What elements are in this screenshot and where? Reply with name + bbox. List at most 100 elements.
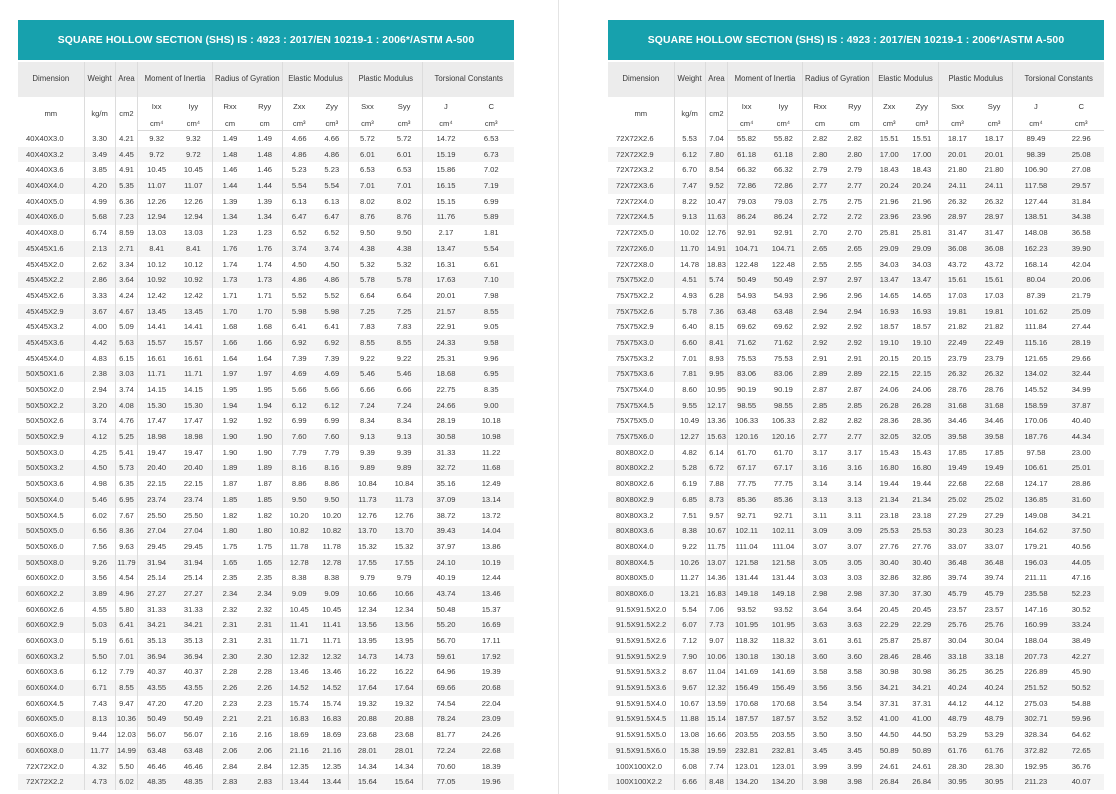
table-cell: 9.79 bbox=[348, 570, 386, 586]
header-plastic-modulus: Plastic Modulus bbox=[938, 62, 1013, 97]
cell-dimension: 60X60X8.0 bbox=[18, 742, 85, 759]
table-cell: 7.02 bbox=[468, 162, 514, 179]
cell-dimension: 50X50X1.6 bbox=[18, 366, 85, 382]
table-cell: 30.95 bbox=[938, 774, 976, 790]
table-cell: 8.16 bbox=[315, 460, 349, 477]
table-cell: 23.68 bbox=[385, 727, 423, 743]
cell-dimension: 80X80X2.9 bbox=[608, 491, 675, 508]
table-cell: 20.06 bbox=[1058, 272, 1104, 288]
table-cell: 2.23 bbox=[211, 695, 248, 712]
table-cell: 188.04 bbox=[1012, 633, 1059, 649]
table-cell: 19.32 bbox=[348, 695, 386, 712]
table-cell: 25.02 bbox=[975, 491, 1013, 508]
table-row: 50X50X4.5 6.02 7.67 25.50 25.50 1.82 1.82 10.20… bbox=[18, 507, 514, 524]
table-cell: 2.31 bbox=[247, 617, 283, 633]
table-cell: 10.36 bbox=[114, 711, 138, 728]
cell-dimension: 40X40X5.0 bbox=[18, 193, 85, 210]
table-cell: 3.85 bbox=[83, 162, 116, 179]
table-cell: 54.93 bbox=[765, 287, 803, 304]
table-cell: 20.40 bbox=[175, 460, 213, 477]
table-cell: 3.60 bbox=[837, 648, 873, 665]
table-cell: 5.09 bbox=[114, 319, 138, 335]
table-cell: 10.45 bbox=[315, 601, 349, 618]
table-cell: 131.44 bbox=[765, 570, 803, 586]
table-cell: 5.78 bbox=[673, 303, 706, 320]
table-cell: 15.51 bbox=[871, 130, 906, 147]
table-cell: 11.41 bbox=[315, 617, 349, 633]
table-cell: 22.68 bbox=[468, 742, 514, 759]
table-row: 91.5X91.5X5.0 13.08 16.66 203.55 203.55 3.50 3… bbox=[608, 727, 1104, 743]
cell-dimension: 40X40X6.0 bbox=[18, 209, 85, 226]
header-unit-kgm: kg/m bbox=[673, 97, 706, 131]
table-cell: 158.59 bbox=[1012, 397, 1059, 414]
table-cell: 13.46 bbox=[315, 664, 349, 681]
table-cell: 17.00 bbox=[871, 146, 906, 163]
table-cell: 52.23 bbox=[1058, 585, 1104, 602]
table-cell: 43.72 bbox=[938, 256, 976, 273]
table-cell: 21.96 bbox=[905, 193, 939, 210]
table-cell: 17.47 bbox=[175, 413, 213, 430]
table-cell: 6.92 bbox=[315, 334, 349, 351]
table-cell: 47.20 bbox=[137, 695, 175, 712]
table-cell: 36.94 bbox=[137, 648, 175, 665]
table-cell: 9.39 bbox=[348, 444, 386, 461]
cell-dimension: 75X75X4.5 bbox=[608, 397, 675, 414]
table-cell: 17.55 bbox=[348, 554, 386, 571]
table-cell: 4.54 bbox=[114, 570, 138, 586]
cell-dimension: 50X50X3.2 bbox=[18, 460, 85, 477]
table-cell: 31.47 bbox=[938, 225, 976, 241]
table-cell: 31.94 bbox=[175, 554, 213, 571]
table-cell: 66.32 bbox=[727, 162, 765, 179]
table-cell: 14.52 bbox=[281, 680, 316, 696]
table-cell: 2.87 bbox=[801, 382, 838, 398]
table-cell: 3.58 bbox=[837, 664, 873, 681]
table-cell: 10.82 bbox=[315, 523, 349, 539]
header-area: Area bbox=[114, 62, 138, 97]
table-cell: 22.29 bbox=[871, 617, 906, 633]
table-cell: 18.98 bbox=[175, 429, 213, 445]
table-cell: 2.91 bbox=[837, 350, 873, 367]
table-cell: 1.74 bbox=[211, 256, 248, 273]
header-symbol-zyy: Zyy bbox=[905, 97, 939, 117]
table-cell: 31.33 bbox=[422, 444, 469, 461]
table-cell: 7.88 bbox=[704, 476, 728, 492]
table-cell: 1.48 bbox=[211, 146, 248, 163]
table-cell: 13.14 bbox=[468, 491, 514, 508]
table-cell: 4.86 bbox=[281, 146, 316, 163]
table-cell: 14.72 bbox=[422, 130, 469, 147]
table-cell: 6.92 bbox=[281, 334, 316, 351]
table-cell: 6.01 bbox=[348, 146, 386, 163]
table-cell: 9.95 bbox=[704, 366, 728, 382]
table-cell: 3.74 bbox=[114, 382, 138, 398]
table-cell: 4.08 bbox=[114, 397, 138, 414]
table-cell: 71.62 bbox=[765, 334, 803, 351]
cell-dimension: 72X72X2.6 bbox=[608, 130, 675, 147]
table-cell: 9.26 bbox=[83, 554, 116, 571]
table-cell: 7.01 bbox=[673, 350, 706, 367]
table-row: 40X40X3.6 3.85 4.91 10.45 10.45 1.46 1.46 5.23 5… bbox=[18, 162, 514, 179]
table-cell: 43.55 bbox=[175, 680, 213, 696]
cell-dimension: 60X60X4.0 bbox=[18, 680, 85, 696]
table-row: 50X50X2.9 4.12 5.25 18.98 18.98 1.90 1.90 7.60 7… bbox=[18, 429, 514, 445]
header-unit-cm3: cm³ bbox=[975, 117, 1013, 131]
table-cell: 3.98 bbox=[837, 774, 873, 790]
header-weight: Weight bbox=[673, 62, 706, 97]
table-row: 80X80X5.0 11.27 14.36 131.44 131.44 3.03 3.03 3… bbox=[608, 570, 1104, 586]
table-cell: 9.63 bbox=[114, 538, 138, 555]
cell-dimension: 75X75X6.0 bbox=[608, 429, 675, 445]
header-symbol-c: C bbox=[468, 97, 514, 117]
table-cell: 5.73 bbox=[114, 460, 138, 477]
table-cell: 15.64 bbox=[348, 774, 386, 790]
header-unit-cm4: cm⁴ bbox=[765, 117, 803, 131]
table-row: 91.5X91.5X2.6 7.12 9.07 118.32 118.32 3.61 3.6… bbox=[608, 633, 1104, 649]
header-symbol-j: J bbox=[422, 97, 469, 117]
table-cell: 4.50 bbox=[315, 256, 349, 273]
header-symbol-c: C bbox=[1058, 97, 1104, 117]
header-radius-of-gyration: Radius of Gyration bbox=[801, 62, 873, 97]
table-cell: 45.79 bbox=[938, 585, 976, 602]
table-cell: 80.04 bbox=[1012, 272, 1059, 288]
table-cell: 61.70 bbox=[765, 444, 803, 461]
table-cell: 27.76 bbox=[905, 538, 939, 555]
cell-dimension: 72X72X6.0 bbox=[608, 240, 675, 257]
table-cell: 98.39 bbox=[1012, 146, 1059, 163]
